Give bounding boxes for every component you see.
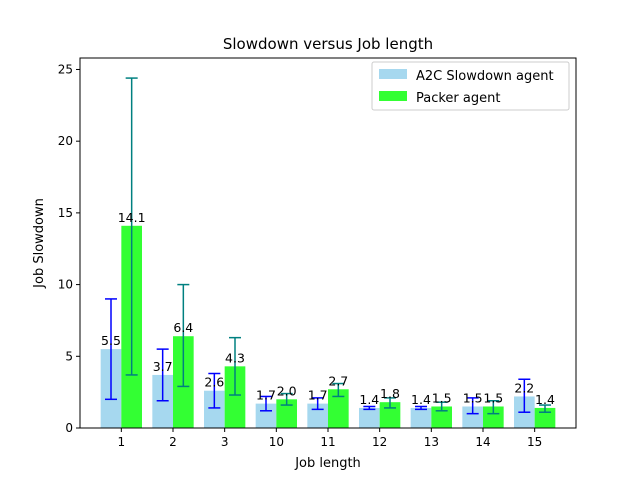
bar-a2c [462, 406, 483, 428]
data-label: 5.5 [101, 333, 121, 348]
data-label: 4.3 [225, 350, 245, 365]
data-label: 3.7 [153, 359, 173, 374]
y-tick-label: 20 [58, 134, 73, 148]
data-label: 1.4 [359, 392, 379, 407]
x-tick-label: 10 [269, 435, 284, 449]
data-label: 6.4 [173, 320, 193, 335]
y-tick-label: 0 [65, 421, 73, 435]
legend-box [371, 61, 570, 111]
y-tick-label: 10 [58, 278, 73, 292]
data-label: 1.8 [380, 386, 400, 401]
bar-packer [431, 406, 452, 428]
bar-a2c [359, 407, 380, 428]
bar-a2c [204, 390, 225, 428]
data-label: 1.5 [432, 390, 452, 405]
bar-packer [483, 406, 504, 428]
y-tick-label: 15 [58, 206, 73, 220]
x-tick-label: 12 [372, 435, 387, 449]
bar-a2c [410, 407, 432, 428]
x-tick-label: 13 [424, 435, 439, 449]
x-axis-label: Job length [294, 456, 361, 471]
x-tick-label: 2 [169, 435, 177, 449]
legend-swatch-a2c [379, 69, 407, 79]
y-tick-label: 25 [58, 62, 73, 76]
legend-swatch-packer [379, 91, 407, 101]
bar-packer [276, 399, 297, 428]
data-label: 1.4 [411, 392, 431, 407]
data-label: 1.7 [256, 388, 276, 403]
data-label: 1.7 [308, 388, 328, 403]
x-tick-label: 1 [118, 435, 126, 449]
data-label: 1.5 [463, 390, 483, 405]
data-label: 2.7 [328, 373, 348, 388]
data-label: 2.2 [514, 380, 534, 395]
x-tick-label: 14 [475, 435, 490, 449]
x-tick-label: 3 [221, 435, 229, 449]
x-tick-label: 11 [320, 435, 335, 449]
data-label: 14.1 [118, 210, 146, 225]
data-label: 1.4 [535, 392, 555, 407]
legend-label-packer: Packer agent [416, 91, 500, 106]
x-tick-label: 15 [527, 435, 542, 449]
y-tick-label: 5 [65, 349, 73, 363]
legend-label-a2c: A2C Slowdown agent [416, 69, 554, 84]
data-label: 2.0 [277, 383, 297, 398]
bar-packer [224, 366, 246, 428]
bar-packer [328, 389, 349, 428]
legend: A2C Slowdown agent Packer agent [371, 61, 570, 111]
y-axis-label: Job Slowdown [32, 198, 47, 289]
data-label: 2.6 [204, 375, 224, 390]
chart-title: Slowdown versus Job length [223, 35, 433, 53]
bar-a2c [255, 403, 277, 428]
data-label: 1.5 [483, 390, 503, 405]
